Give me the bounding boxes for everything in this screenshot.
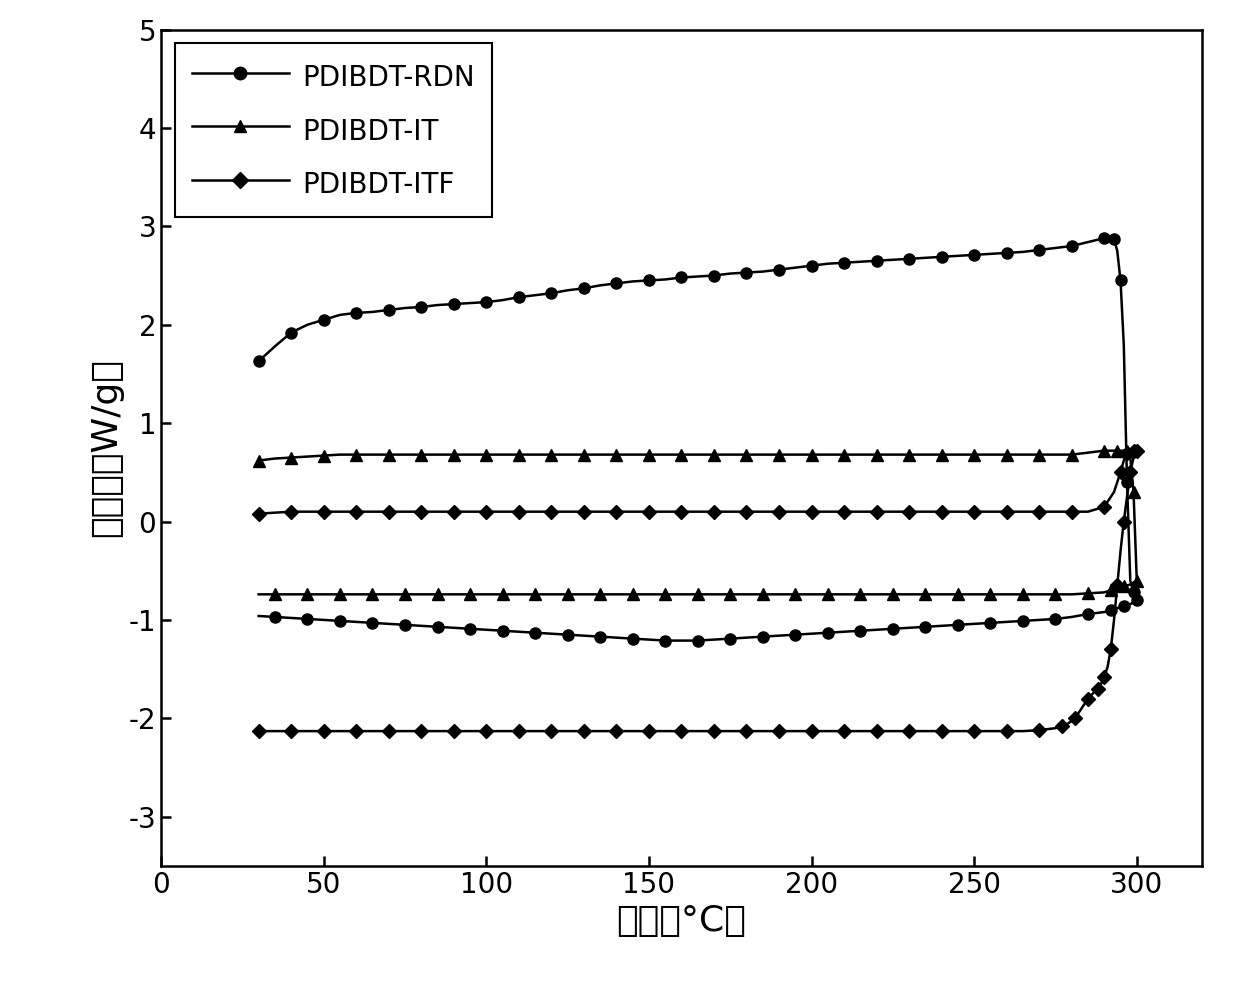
Legend: PDIBDT-RDN, PDIBDT-IT, PDIBDT-ITF: PDIBDT-RDN, PDIBDT-IT, PDIBDT-ITF — [175, 43, 492, 217]
Y-axis label: 热流量（W/g）: 热流量（W/g） — [89, 358, 123, 537]
X-axis label: 温度（°C）: 温度（°C） — [617, 904, 746, 939]
